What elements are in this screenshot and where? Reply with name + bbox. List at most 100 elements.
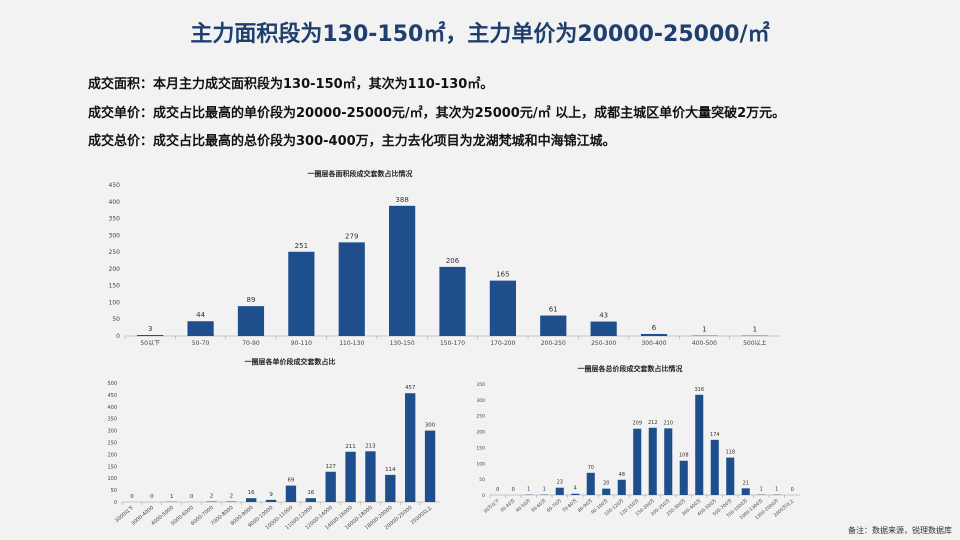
y-tick-label: 0 bbox=[114, 500, 117, 506]
footnote: 备注：数据来源，锐理数据库 bbox=[848, 526, 952, 535]
data-label: 210 bbox=[663, 420, 673, 426]
summary-total-price-text: 成交占比最高的总价段为300-400万，主力去化项目为龙湖梵城和中海锦江城。 bbox=[153, 134, 616, 149]
y-tick-label: 250 bbox=[107, 441, 117, 447]
bar bbox=[633, 428, 642, 495]
x-tick-label: 500以上 bbox=[743, 339, 766, 347]
data-label: 279 bbox=[345, 232, 358, 240]
bar bbox=[710, 439, 719, 495]
data-label: 2 bbox=[210, 494, 214, 500]
x-tick-label: 70-90 bbox=[242, 340, 260, 347]
summary-total-price: 成交总价：成交占比最高的总价段为300-400万，主力去化项目为龙湖梵城和中海锦… bbox=[88, 130, 616, 149]
y-tick-label: 200 bbox=[109, 266, 121, 273]
bar bbox=[602, 488, 611, 495]
x-tick-label: 50-70 bbox=[192, 340, 210, 347]
bar bbox=[265, 499, 277, 502]
bar bbox=[679, 460, 688, 495]
data-label: 206 bbox=[446, 257, 460, 265]
data-label: 1 bbox=[760, 487, 763, 493]
bar bbox=[237, 306, 265, 336]
bar bbox=[385, 474, 396, 502]
x-tick-label: 130-150 bbox=[390, 340, 415, 347]
summary-area-text: 本月主力成交面积段为130-150㎡，其次为110-130㎡。 bbox=[153, 77, 494, 92]
data-label: 21 bbox=[743, 480, 749, 486]
data-label: 0 bbox=[150, 494, 154, 500]
summary-unit-price-label: 成交单价： bbox=[88, 106, 154, 121]
data-label: 1 bbox=[702, 326, 706, 334]
x-tick-label: 400-500 bbox=[692, 340, 717, 347]
summary-total-price-label: 成交总价： bbox=[88, 134, 154, 149]
bar bbox=[590, 321, 617, 336]
bar bbox=[424, 430, 436, 502]
data-label: 61 bbox=[549, 306, 558, 314]
data-label: 1 bbox=[753, 326, 757, 334]
chart-title: 一圈层各总价段成交套数占比情况 bbox=[578, 364, 683, 373]
data-label: 213 bbox=[365, 443, 376, 449]
bar bbox=[640, 333, 668, 336]
x-tick-label: 30万以下 bbox=[482, 498, 501, 515]
y-tick-label: 300 bbox=[476, 398, 485, 404]
data-label: 127 bbox=[325, 464, 336, 470]
data-label: 9 bbox=[269, 492, 273, 498]
bar bbox=[305, 498, 316, 502]
y-tick-label: 150 bbox=[476, 445, 485, 451]
bar bbox=[137, 334, 164, 336]
data-label: 118 bbox=[725, 450, 735, 456]
data-label: 0 bbox=[130, 494, 134, 500]
data-label: 300 bbox=[425, 423, 436, 429]
data-label: 0 bbox=[496, 487, 499, 493]
y-tick-label: 300 bbox=[109, 232, 121, 239]
x-tick-label: 200-250 bbox=[541, 340, 566, 347]
x-tick-label: 300-400 bbox=[641, 340, 666, 347]
bar bbox=[540, 315, 567, 336]
x-tick-label: 90-110 bbox=[291, 340, 312, 347]
data-label: 16 bbox=[307, 490, 314, 496]
y-tick-label: 100 bbox=[107, 476, 117, 482]
summary-area: 成交面积：本月主力成交面积段为130-150㎡，其次为110-130㎡。 bbox=[88, 73, 493, 92]
x-tick-label: 250-300 bbox=[591, 340, 616, 347]
bar bbox=[439, 266, 466, 336]
x-tick-label: 70-80万 bbox=[561, 498, 579, 514]
data-label: 0 bbox=[791, 487, 794, 493]
x-tick-label: 60-70万 bbox=[546, 498, 564, 514]
data-label: 211 bbox=[345, 444, 356, 450]
data-label: 0 bbox=[190, 494, 194, 500]
summary-unit-price: 成交单价：成交占比最高的单价段为20000-25000元/㎡，其次为25000元… bbox=[88, 102, 785, 121]
data-label: 2 bbox=[230, 494, 234, 500]
bar bbox=[288, 251, 315, 336]
bar bbox=[345, 451, 356, 502]
data-label: 89 bbox=[247, 296, 256, 304]
data-label: 174 bbox=[710, 432, 720, 438]
bar bbox=[246, 498, 257, 502]
bar bbox=[555, 487, 564, 495]
y-tick-label: 200 bbox=[476, 430, 485, 436]
bar bbox=[741, 488, 750, 495]
y-tick-label: 50 bbox=[111, 488, 117, 494]
data-label: 108 bbox=[679, 453, 689, 459]
bar bbox=[726, 457, 735, 495]
y-tick-label: 450 bbox=[107, 393, 117, 399]
x-tick-label: 30-40万 bbox=[499, 498, 517, 514]
data-label: 1 bbox=[775, 487, 778, 493]
data-label: 1 bbox=[170, 494, 174, 500]
y-tick-label: 350 bbox=[107, 417, 117, 423]
bar bbox=[648, 427, 657, 495]
y-tick-label: 150 bbox=[107, 464, 117, 470]
summary-area-label: 成交面积： bbox=[88, 77, 154, 92]
data-label: 43 bbox=[599, 312, 608, 320]
y-tick-label: 100 bbox=[109, 299, 121, 306]
y-tick-label: 400 bbox=[109, 199, 121, 206]
bar bbox=[695, 394, 704, 495]
bar bbox=[187, 321, 214, 336]
y-tick-label: 150 bbox=[109, 283, 121, 290]
y-tick-label: 250 bbox=[476, 414, 485, 420]
data-label: 20 bbox=[603, 481, 609, 487]
data-label: 212 bbox=[648, 420, 658, 426]
y-tick-label: 100 bbox=[476, 461, 485, 467]
data-label: 165 bbox=[496, 271, 509, 279]
bar bbox=[405, 393, 416, 502]
y-tick-label: 300 bbox=[107, 429, 117, 435]
y-tick-label: 450 bbox=[109, 182, 121, 189]
data-label: 6 bbox=[652, 324, 657, 332]
